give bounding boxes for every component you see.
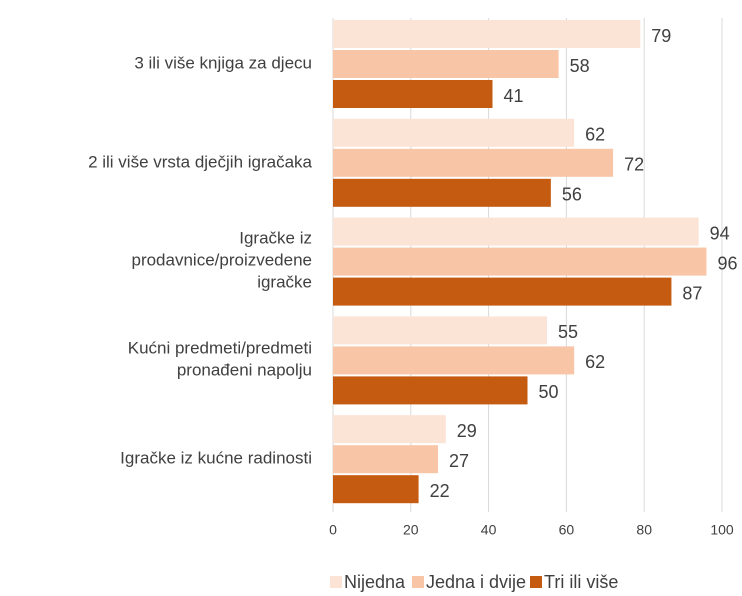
value-label: 62: [585, 352, 605, 372]
bar: [333, 118, 575, 147]
bar: [333, 178, 551, 207]
x-tick-label: 20: [403, 522, 419, 538]
legend-swatch: [412, 576, 424, 588]
value-label: 87: [682, 283, 702, 303]
bar: [333, 277, 672, 306]
legend-label: Tri ili više: [544, 572, 618, 592]
category-label: Igračke iz prodavnice/proizvedene igračke: [131, 229, 312, 292]
value-label: 56: [562, 185, 582, 205]
bar: [333, 247, 707, 276]
value-label: 62: [585, 125, 605, 145]
value-label: 41: [503, 86, 523, 106]
legend-swatch: [330, 576, 342, 588]
value-label: 94: [710, 223, 730, 243]
category-label: 2 ili više vrsta dječjih igračaka: [88, 152, 312, 171]
bar: [333, 148, 614, 177]
category-label: Igračke iz kućne radinosti: [120, 449, 312, 468]
legend-swatch: [530, 576, 542, 588]
x-tick-label: 40: [481, 522, 497, 538]
value-label: 50: [539, 382, 559, 402]
bar: [333, 445, 439, 474]
bar: [333, 20, 641, 48]
bar: [333, 50, 559, 78]
value-label: 58: [570, 56, 590, 76]
x-tick-label: 100: [710, 522, 734, 538]
value-label: 22: [430, 481, 450, 501]
x-tick-label: 80: [636, 522, 652, 538]
value-label: 72: [624, 155, 644, 175]
bar: [333, 316, 547, 345]
x-tick-label: 0: [329, 522, 337, 538]
bar: [333, 346, 575, 375]
bar: [333, 415, 446, 444]
x-tick-label: 60: [559, 522, 575, 538]
bar: [333, 475, 419, 504]
legend-label: Nijedna: [344, 572, 406, 592]
value-label: 55: [558, 322, 578, 342]
value-label: 29: [457, 421, 477, 441]
category-label: 3 ili više knjiga za djecu: [134, 53, 312, 72]
value-label: 79: [651, 26, 671, 46]
bar: [333, 80, 493, 108]
legend-label: Jedna i dvije: [426, 572, 526, 592]
value-label: 96: [717, 253, 737, 273]
bar: [333, 376, 528, 405]
bar: [333, 217, 699, 246]
category-label: Kućni predmeti/predmeti pronađeni napolju: [128, 339, 312, 380]
value-label: 27: [449, 451, 469, 471]
